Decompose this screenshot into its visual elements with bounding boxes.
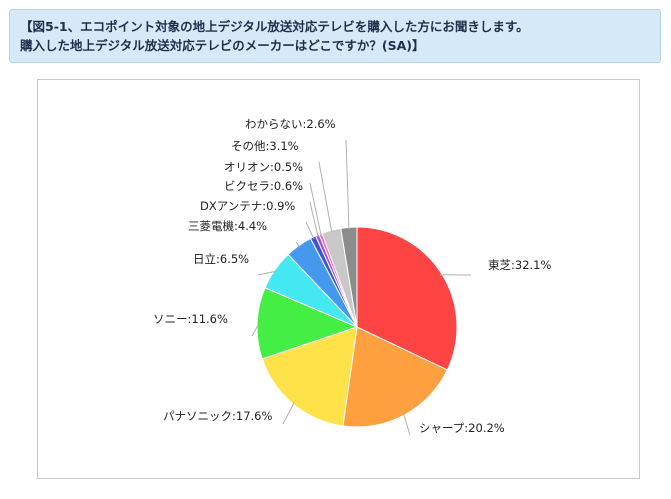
leader-line-5 (257, 270, 277, 276)
data-label-10: その他:3.1% (231, 139, 299, 153)
leader-line-2 (402, 413, 411, 436)
leader-line-4 (251, 322, 260, 337)
data-label-2: シャープ:20.2% (419, 421, 505, 435)
leader-line-6 (295, 241, 301, 248)
data-label-11: わからない:2.6% (245, 117, 336, 131)
data-label-4: ソニー:11.6% (153, 312, 228, 326)
pie-slice-1 (356, 226, 458, 371)
leader-line-8 (309, 201, 319, 238)
pie-chart: 東芝:32.1% シャープ:20.2% パナソニック:17.6% ソニー:11.6% 日… (153, 117, 551, 436)
data-label-8: ビクセラ:0.6% (224, 179, 303, 193)
data-label-6: 三菱電機:4.4% (188, 219, 267, 233)
pie-slice-4 (256, 287, 359, 360)
leader-line-11 (345, 139, 350, 230)
data-label-1: 東芝:32.1% (488, 258, 551, 272)
leader-line-10 (318, 161, 333, 233)
data-label-7: DXアンテナ:0.9% (200, 199, 295, 213)
data-label-5: 日立:6.5% (193, 252, 249, 266)
chart-frame: 東芝:32.1% シャープ:20.2% パナソニック:17.6% ソニー:11.6% 日… (37, 79, 640, 479)
leader-line-9 (309, 182, 322, 236)
leader-line-3 (282, 402, 295, 425)
leader-line-7 (305, 221, 315, 240)
data-label-9: オリオン:0.5% (224, 160, 303, 174)
chart-title-box: 【図5-1、エコポイント対象の地上デジタル放送対応テレビを購入した方にお聞きしま… (9, 9, 661, 63)
chart-title-line-2: 購入した地上デジタル放送対応テレビのメーカーはどこですか？(SA)】 (20, 38, 425, 53)
chart-title-line-1: 【図5-1、エコポイント対象の地上デジタル放送対応テレビを購入した方にお聞きしま… (20, 19, 529, 34)
data-label-3: パナソニック:17.6% (163, 409, 272, 423)
